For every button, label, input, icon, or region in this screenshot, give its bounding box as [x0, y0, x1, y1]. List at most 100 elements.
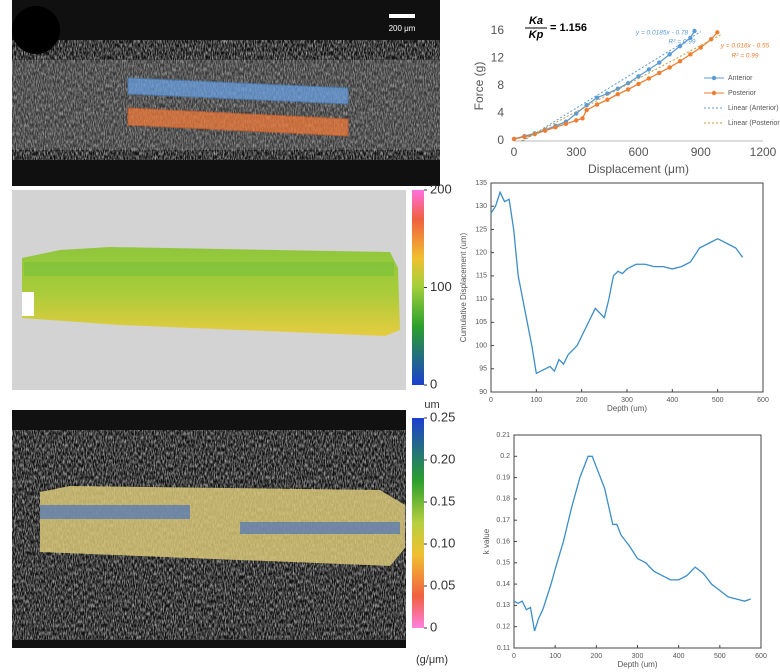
- data-point: [625, 81, 631, 86]
- data-point: [553, 125, 558, 130]
- legend-label: Posterior: [728, 90, 757, 97]
- y-tick-label: 130: [475, 203, 487, 210]
- x-axis-label: Depth (um): [617, 660, 657, 669]
- y-tick-label: 16: [491, 23, 505, 37]
- plot-frame: [513, 434, 762, 649]
- x-tick-label: 0: [489, 397, 493, 404]
- data-point: [715, 30, 720, 35]
- y-tick-label: 0.19: [496, 474, 510, 481]
- y-tick-label: 105: [475, 319, 487, 326]
- y-tick-label: 115: [476, 273, 487, 280]
- x-tick-label: 500: [712, 397, 724, 404]
- series-line: [513, 31, 718, 140]
- colorbar-unit: (g/μm): [416, 654, 448, 666]
- colorbar-tick-label: 200: [430, 181, 452, 196]
- fit-annotation: R² = 0.99: [732, 53, 759, 60]
- data-point: [574, 118, 579, 123]
- x-tick-label: 0: [512, 653, 516, 660]
- displacement-colorbar: [412, 190, 424, 385]
- y-tick-label: 12: [491, 51, 505, 65]
- y-tick-label: 0.18: [496, 496, 510, 503]
- y-tick-label: 0.13: [496, 602, 510, 609]
- fit-annotation: y = 0.016x - 0.55: [720, 43, 770, 50]
- data-point: [646, 76, 652, 81]
- k-map: [12, 410, 406, 648]
- k-colorbar: [412, 418, 424, 628]
- data-point: [636, 74, 641, 79]
- series-line: [520, 33, 722, 142]
- y-tick-label: 0.2: [500, 453, 510, 460]
- colorbar-tick-label: 0.10: [430, 535, 455, 550]
- data-point: [667, 65, 672, 70]
- y-tick-label: 110: [476, 296, 487, 303]
- fit-annotation: R² = 0.99: [669, 39, 696, 46]
- y-tick-label: 0.14: [496, 581, 510, 588]
- y-tick-label: 0.17: [496, 517, 510, 524]
- colorbar-tick-label: 0: [430, 376, 437, 391]
- data-point: [636, 81, 641, 87]
- x-tick-label: 300: [566, 145, 586, 159]
- data-point: [677, 59, 683, 64]
- data-point: [605, 97, 610, 102]
- colorbar-tick-label: 0: [430, 619, 437, 634]
- fit-annotation: y = 0.0185x - 0.78: [635, 30, 689, 37]
- y-tick-label: 0.15: [496, 560, 510, 567]
- x-tick-label: 600: [628, 145, 648, 159]
- x-tick-label: 0: [511, 145, 518, 159]
- y-tick-label: 0.16: [496, 538, 510, 545]
- x-tick-label: 200: [590, 653, 602, 660]
- legend-label: Anterior: [728, 75, 753, 82]
- oct-image: 200 μm: [12, 0, 440, 186]
- x-axis-label: Displacement (μm): [588, 162, 689, 176]
- ratio-denominator: Kp: [529, 29, 544, 41]
- y-axis-label: k value: [482, 528, 491, 554]
- y-axis-label: Force (g): [472, 62, 486, 111]
- data-point: [692, 28, 697, 34]
- ratio-numerator: Ka: [529, 15, 543, 27]
- data-point: [580, 116, 585, 121]
- y-tick-label: 95: [479, 366, 487, 373]
- x-tick-label: 100: [549, 653, 561, 660]
- colorbar-tick-label: 0.15: [430, 493, 455, 508]
- data-point: [698, 45, 703, 50]
- scale-bar-label: 200 μm: [389, 24, 416, 33]
- plot-frame: [490, 182, 764, 393]
- x-tick-label: 500: [714, 653, 726, 660]
- data-point: [657, 70, 662, 76]
- x-tick-label: 200: [576, 397, 588, 404]
- data-point: [667, 52, 672, 57]
- legend-swatch: [711, 90, 717, 96]
- data-point: [615, 86, 620, 91]
- y-tick-label: 4: [497, 106, 504, 120]
- data-point: [708, 37, 714, 42]
- data-point: [511, 136, 517, 142]
- displacement-map: [12, 190, 406, 390]
- data-point: [615, 92, 620, 97]
- y-tick-label: 135: [475, 180, 487, 187]
- legend-swatch: [711, 75, 717, 81]
- data-point: [563, 121, 569, 127]
- data-point: [688, 52, 693, 57]
- data-point: [605, 91, 610, 96]
- colorbar-tick-label: 0.25: [430, 409, 455, 424]
- data-point: [594, 102, 600, 107]
- series-line: [513, 30, 696, 140]
- data-point: [542, 128, 548, 133]
- colorbar-unit: um: [424, 399, 439, 411]
- colorbar-tick-label: 0.05: [430, 577, 455, 592]
- x-tick-label: 1200: [750, 145, 777, 159]
- y-tick-label: 120: [475, 250, 487, 257]
- y-tick-label: 0.12: [496, 624, 510, 631]
- y-axis-label: Cumulative Displacement (um): [459, 232, 468, 342]
- data-point: [625, 87, 631, 92]
- x-tick-label: 900: [691, 145, 711, 159]
- x-tick-label: 400: [673, 653, 685, 660]
- x-tick-label: 100: [530, 397, 542, 404]
- colorbar-tick-label: 100: [430, 279, 452, 294]
- data-point: [522, 134, 527, 140]
- legend-label: Linear (Anterior): [728, 105, 779, 112]
- x-tick-label: 300: [621, 397, 633, 404]
- y-tick-label: 90: [479, 389, 487, 396]
